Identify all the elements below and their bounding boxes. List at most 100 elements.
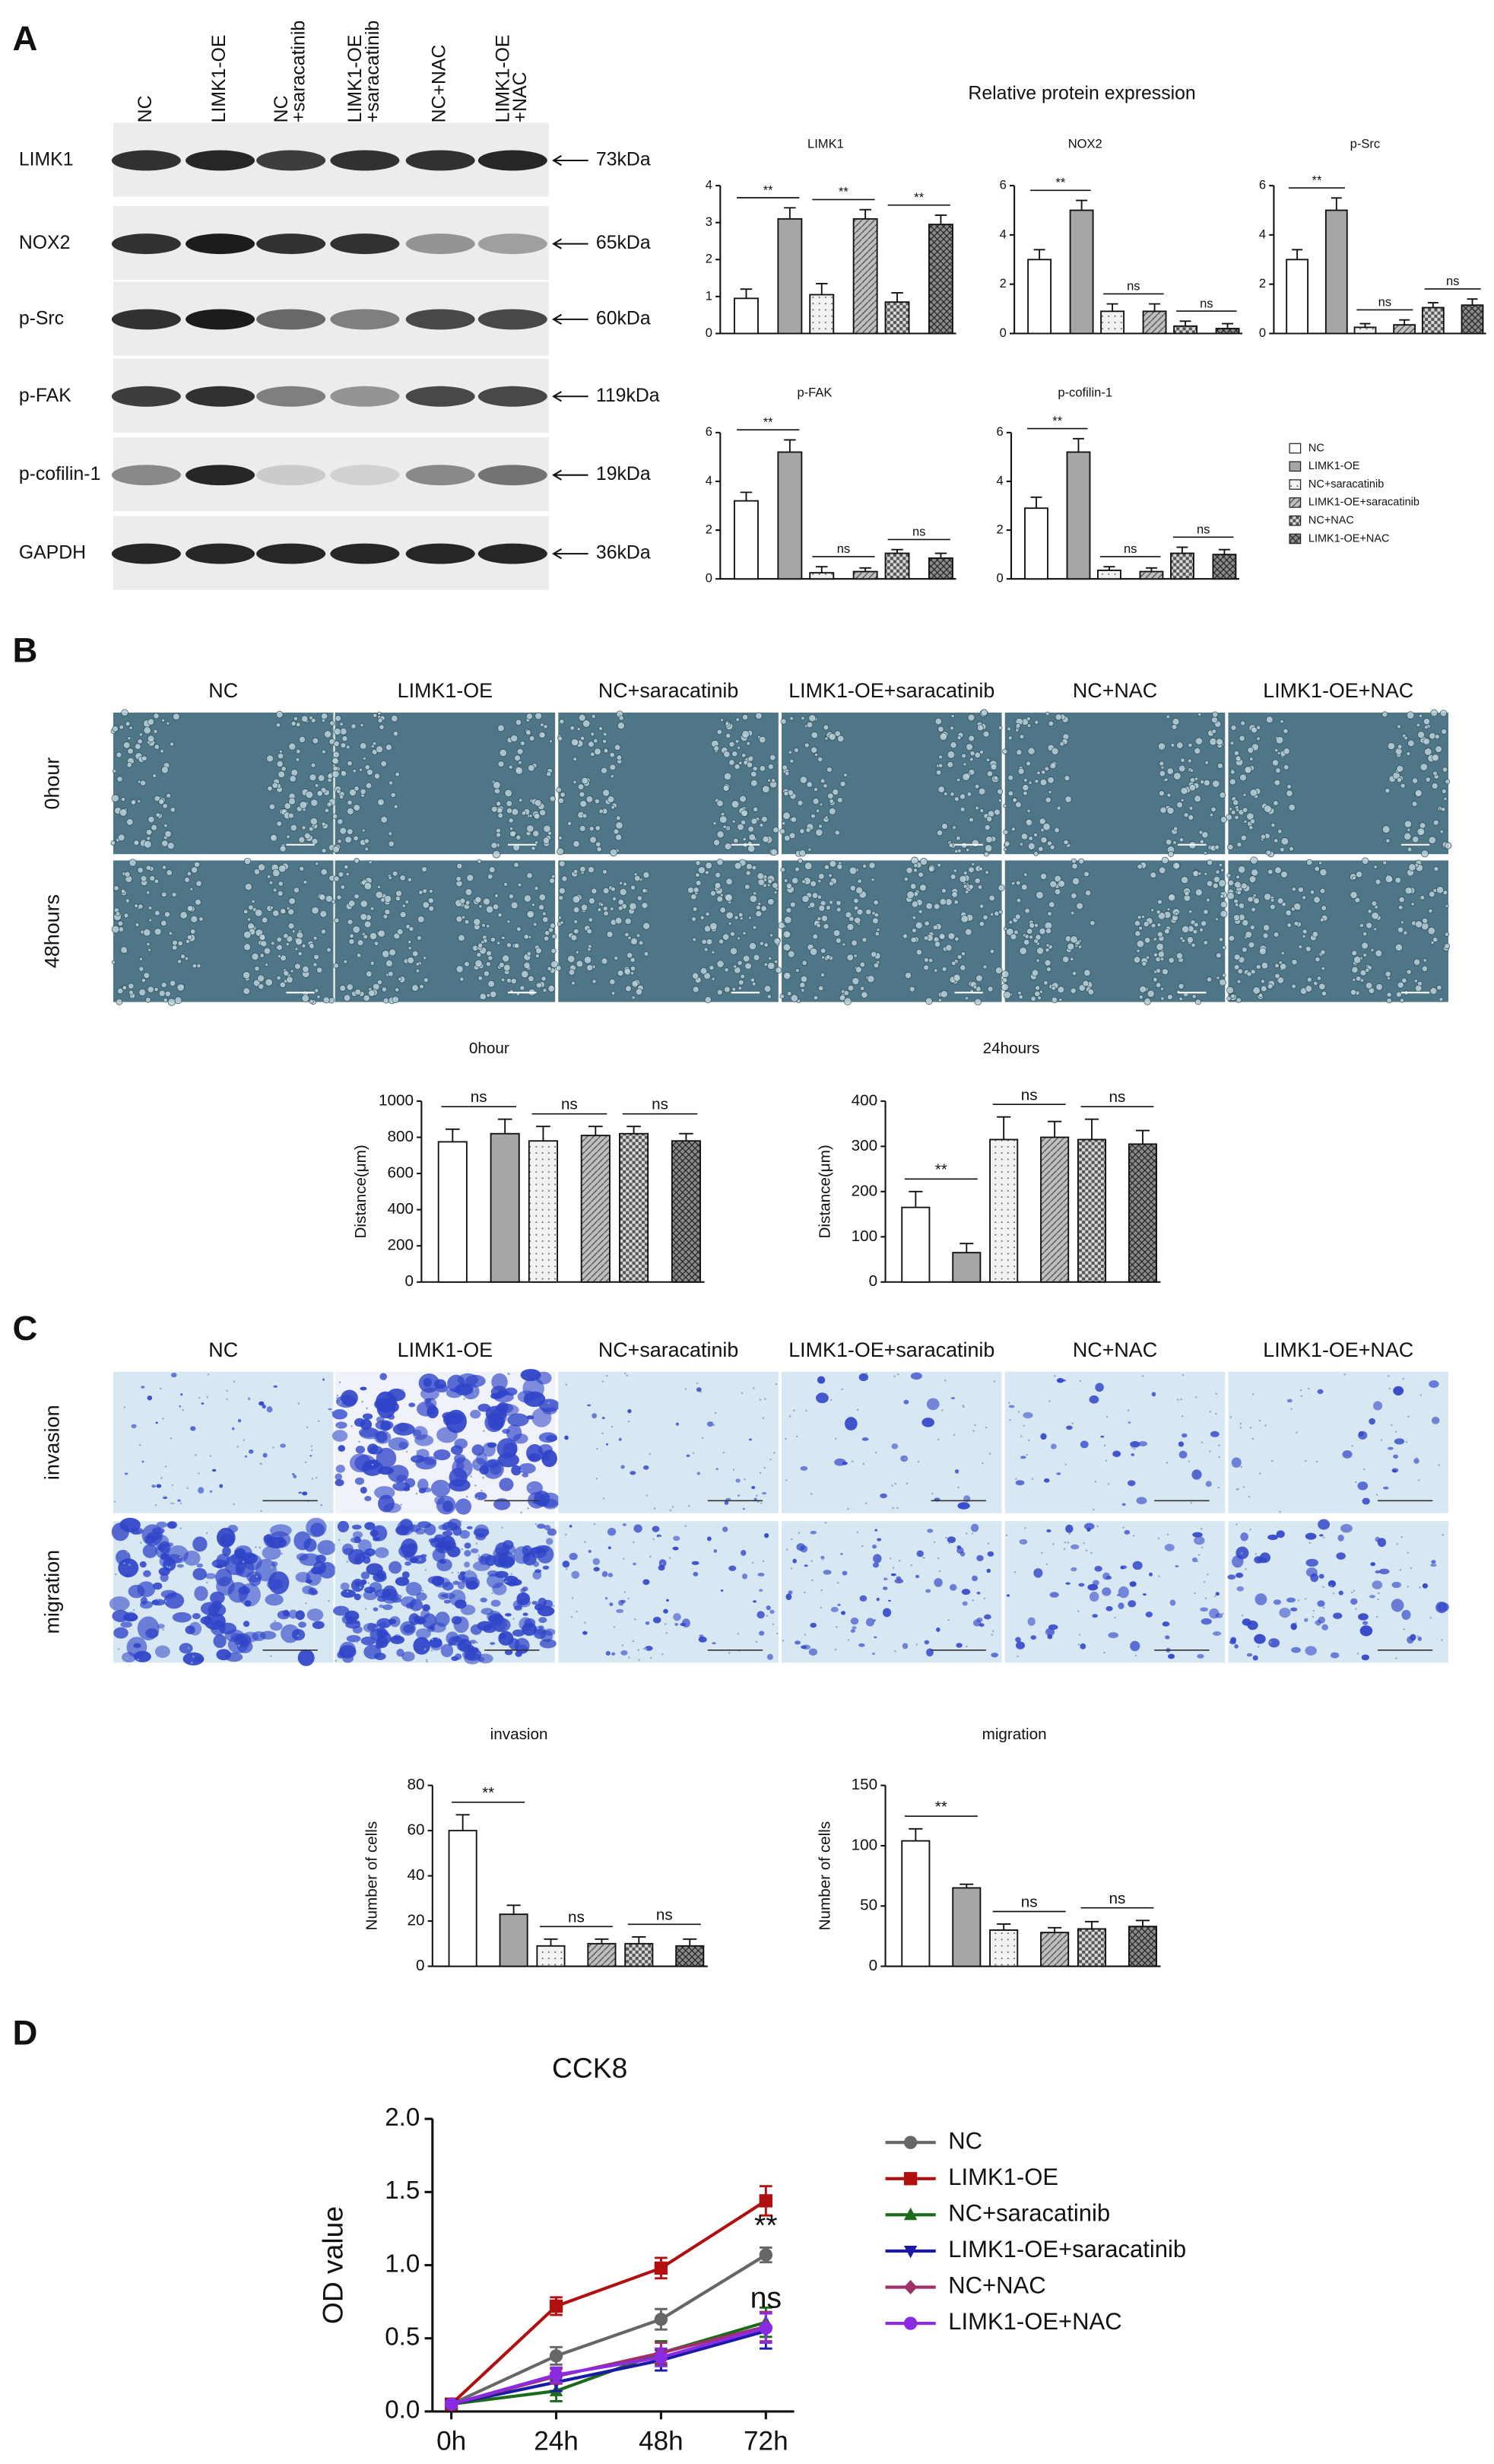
bar	[989, 1138, 1019, 1283]
legend-label: LIMK1-OE+saracatinib	[948, 2236, 1186, 2262]
error-bar	[506, 1904, 521, 1915]
legend-swatch	[1289, 479, 1302, 490]
significance-label: **	[763, 183, 773, 197]
y-tick-label: 100	[852, 1836, 878, 1853]
bar	[1040, 1136, 1070, 1283]
transwell-image	[1228, 1371, 1449, 1513]
bar	[901, 1840, 931, 1967]
error-bar	[1145, 567, 1157, 572]
transwell-image	[558, 1521, 779, 1663]
data-point	[549, 2299, 563, 2313]
data-point	[549, 2349, 563, 2363]
blot-band	[256, 309, 326, 330]
bar	[884, 552, 910, 580]
y-tick-label: 1.0	[385, 2250, 420, 2278]
bar	[734, 297, 759, 335]
error-bar	[1222, 322, 1234, 329]
y-tick-label: 0	[869, 1957, 878, 1974]
significance-label: ns	[912, 525, 925, 539]
blot-band	[330, 150, 400, 171]
y-tick-label: 6	[706, 424, 712, 439]
column-header: LIMK1-OE	[398, 679, 493, 702]
blot-band	[405, 150, 475, 171]
size-arrow	[552, 154, 588, 167]
transwell-image	[1004, 1521, 1226, 1663]
bar	[490, 1132, 520, 1283]
bar	[1040, 1932, 1070, 1967]
error-bar	[1218, 548, 1230, 555]
bar	[901, 1206, 931, 1283]
size-label: 73kDa	[596, 150, 651, 170]
legend-label: LIMK1-OE	[1308, 460, 1360, 472]
legend-label: NC+saracatinib	[1308, 478, 1384, 491]
significance-label: ns	[471, 1088, 487, 1106]
lane-label: +saracatinib	[363, 21, 383, 122]
protein-label: p-cofilin-1	[19, 464, 101, 484]
size-label: 60kDa	[596, 308, 651, 329]
bar	[1069, 209, 1094, 335]
size-label: 36kDa	[596, 543, 651, 564]
error-bar	[934, 214, 947, 225]
significance-label: ns	[1378, 295, 1391, 310]
error-bar	[1135, 1919, 1150, 1927]
x-tick-label: 24h	[534, 2427, 579, 2456]
size-arrow	[552, 238, 588, 249]
bar	[1077, 1138, 1107, 1283]
chart-title: CCK8	[552, 2052, 627, 2084]
error-bar	[1359, 322, 1371, 328]
y-tick-label: 2	[706, 522, 712, 536]
blot-band	[256, 543, 326, 564]
line-series	[451, 2329, 766, 2406]
y-tick-label: 1.5	[385, 2177, 420, 2205]
blot-band	[477, 309, 547, 330]
blot-band	[330, 309, 400, 330]
protein-label: GAPDH	[19, 543, 86, 564]
bar	[1128, 1926, 1157, 1967]
chart-title: invasion	[490, 1726, 548, 1743]
y-tick-label: 150	[852, 1776, 878, 1793]
legend-marker	[903, 2172, 918, 2186]
y-tick-label: 800	[387, 1128, 414, 1145]
y-axis-label: Number of cells	[363, 1821, 381, 1931]
error-bar	[1072, 437, 1084, 452]
lane-label: LIMK1-OE	[209, 35, 230, 123]
error-bar	[784, 207, 796, 219]
chart-title: NOX2	[1068, 137, 1102, 151]
blot-band	[477, 386, 547, 407]
blot-band	[477, 465, 547, 486]
bar	[777, 451, 803, 580]
legend-label: LIMK1-OE+NAC	[948, 2308, 1121, 2335]
protein-label: p-Src	[19, 308, 64, 329]
error-bar	[934, 552, 947, 558]
y-tick-label: 4	[1259, 227, 1266, 241]
error-bar	[1076, 199, 1088, 211]
error-bar	[891, 292, 903, 303]
legend-swatch	[1289, 443, 1302, 454]
bar	[1353, 326, 1377, 335]
bar	[1461, 304, 1484, 335]
legend-label: NC+NAC	[1308, 514, 1354, 526]
bar	[1421, 306, 1445, 335]
chart-title: 24hours	[983, 1040, 1040, 1057]
error-bar	[1084, 1118, 1099, 1140]
legend-marker	[903, 2316, 918, 2330]
bar	[1215, 328, 1240, 335]
error-bar	[1084, 1920, 1099, 1929]
blot-band	[111, 233, 181, 255]
error-bar	[1033, 249, 1045, 260]
y-tick-label: 400	[852, 1091, 878, 1109]
transwell-image	[782, 1371, 1002, 1513]
row-label: invasion	[40, 1405, 63, 1480]
significance-label: ns	[1124, 541, 1137, 556]
y-tick-label: 6	[1000, 177, 1007, 192]
error-bar	[740, 288, 753, 299]
error-bar	[891, 548, 903, 554]
blot-band	[186, 233, 255, 255]
error-bar	[909, 1190, 923, 1208]
bar	[671, 1140, 701, 1283]
y-axis-label: Distance(μm)	[816, 1145, 833, 1238]
y-tick-label: 4	[706, 177, 712, 192]
y-tick-label: 20	[407, 1912, 424, 1929]
legend-swatch	[1289, 515, 1302, 526]
